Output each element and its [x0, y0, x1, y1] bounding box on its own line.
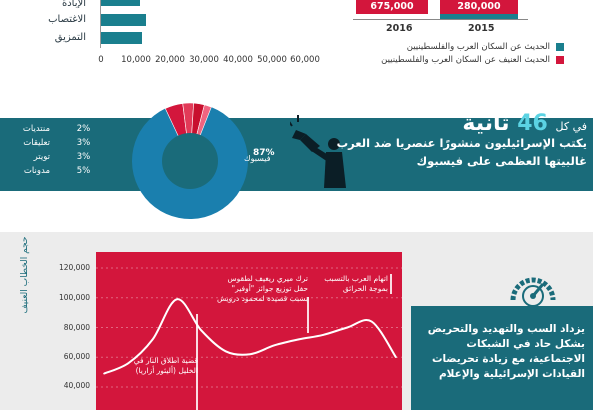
violent-discourse-line-chart: [96, 267, 402, 410]
y-tick: 40,000: [63, 381, 90, 390]
headline-line2: غالبيتها العظمى على فيسبوك: [416, 154, 587, 168]
annotation-hebron-shooting: قضية اطلاق النار في الخليل (أليئور أزاري…: [102, 356, 198, 376]
platform-pct: 5%: [76, 166, 91, 176]
facebook-label: فيسبوك: [244, 154, 271, 163]
summary-line4: القيادات الإسرائيلية والإعلام: [438, 368, 585, 380]
annotation-line: قضية اطلاق النار في: [133, 356, 198, 365]
category-label-genocide: الإبادة: [61, 0, 86, 9]
platform-pct: 2%: [76, 124, 91, 134]
annotation-pointer-3: [390, 274, 392, 294]
platform-label: تعليقات: [23, 138, 50, 148]
series-point: [297, 338, 300, 341]
series-point: [127, 362, 130, 364]
x-tick: 0: [98, 55, 104, 65]
platform-row: منتديات 2%: [4, 124, 94, 134]
y-tick: 100,000: [58, 293, 90, 302]
series-point: [200, 329, 203, 332]
platform-label: مدونات: [23, 166, 50, 176]
annotation-line: بسبب قصيدة لمحمود درويش: [216, 294, 308, 303]
headline-big-number: في كل 46 ثانية: [462, 111, 587, 136]
x-tick: 20,000: [155, 55, 185, 65]
top-axis-line: [100, 0, 101, 48]
series-point: [103, 372, 105, 375]
platform-pct: 3%: [76, 138, 91, 148]
headline-number: 46: [517, 111, 548, 136]
legend-label-violent: الحديث العنيف عن السكان العرب والفلسطيني…: [381, 55, 550, 65]
x-tick: 50,000: [257, 55, 287, 65]
category-label-mutilation: التمزيق: [54, 32, 86, 43]
platform-row: مدونات 5%: [4, 166, 94, 176]
platform-label: منتديات: [22, 124, 50, 134]
line-chart-panel: [96, 252, 402, 410]
year-label-2016: 2016: [386, 23, 413, 34]
value-box-2016: 675,000: [356, 0, 428, 14]
headline-line1: يكتب الإسرائيليون منشورًا عنصريا ضد العر…: [336, 136, 587, 150]
platform-row: تويتر 3%: [4, 152, 94, 162]
annotation-line: ترك ميري ريغيف لطقوس: [227, 274, 308, 283]
category-label-rape: الاغتصاب: [48, 14, 86, 25]
annotation-line: اتهام العرب بالتسبب: [324, 274, 388, 283]
summary-panel: [411, 306, 593, 410]
legend-swatch-general: [556, 43, 564, 51]
speedometer-icon: [510, 277, 556, 306]
platform-row: تعليقات 3%: [4, 138, 94, 148]
y-axis-label: حجم الخطاب العنيف: [20, 236, 30, 314]
bar-mutilation: [100, 32, 142, 44]
headline-top: في كل 46 ثانية: [398, 111, 593, 136]
donut-hole: [162, 133, 218, 189]
platform-donut-chart: 87%: [132, 102, 275, 219]
annotation-regev-ophir: ترك ميري ريغيف لطقوس حفل توزيع جوائز "أو…: [200, 274, 308, 304]
summary-line1: يزداد السب والتهديد والتحريض: [427, 323, 585, 335]
y-tick: 80,000: [63, 323, 90, 332]
y-tick: 60,000: [63, 352, 90, 361]
summary-line3: الاجتماعية، مع زيادة تحريضات: [431, 353, 585, 365]
series-point: [370, 320, 373, 323]
annotation-fires-accusation: اتهام العرب بالتسبب بموجة الحرائق: [300, 274, 388, 294]
series-point: [346, 326, 349, 329]
x-tick: 30,000: [189, 55, 219, 65]
series-point: [322, 334, 324, 336]
x-tick: 40,000: [223, 55, 253, 65]
series-point: [224, 350, 227, 353]
platform-pct: 3%: [76, 152, 91, 162]
year-label-2015: 2015: [468, 23, 495, 34]
year-axis-line: [353, 19, 528, 20]
series-point: [249, 353, 251, 356]
y-tick: 120,000: [58, 263, 90, 272]
bar-genocide: [100, 0, 140, 6]
headline-prefix: في كل: [555, 120, 588, 133]
annotation-line: حفل توزيع جوائز "أوفير": [231, 284, 308, 293]
series-point: [176, 298, 178, 301]
platform-label: تويتر: [33, 152, 50, 162]
annotation-line: الخليل (أليئور أزاريا): [135, 366, 198, 375]
bar-rape: [100, 14, 146, 26]
headline-unit: ثانية: [462, 111, 510, 136]
legend-swatch-violent: [556, 56, 564, 64]
annotation-pointer-2: [307, 297, 309, 333]
summary-line2: بشكل حاد في الشبكات: [466, 338, 585, 350]
legend-label-general: الحديث عن السكان العرب والفلسطينيين: [406, 42, 550, 52]
annotation-line: بموجة الحرائق: [342, 284, 388, 293]
x-tick: 60,000: [290, 55, 320, 65]
annotation-pointer-1: [196, 314, 198, 410]
bar-2015-base: [440, 14, 518, 20]
facebook-pct-label: 87%: [253, 148, 275, 158]
megaphone-person-icon: [290, 115, 346, 188]
series-point: [395, 356, 397, 359]
series-point: [273, 344, 276, 347]
x-tick: 10,000: [121, 55, 151, 65]
teal-band: [0, 118, 593, 191]
value-box-2015: 280,000: [440, 0, 518, 14]
series-point: [151, 338, 154, 341]
